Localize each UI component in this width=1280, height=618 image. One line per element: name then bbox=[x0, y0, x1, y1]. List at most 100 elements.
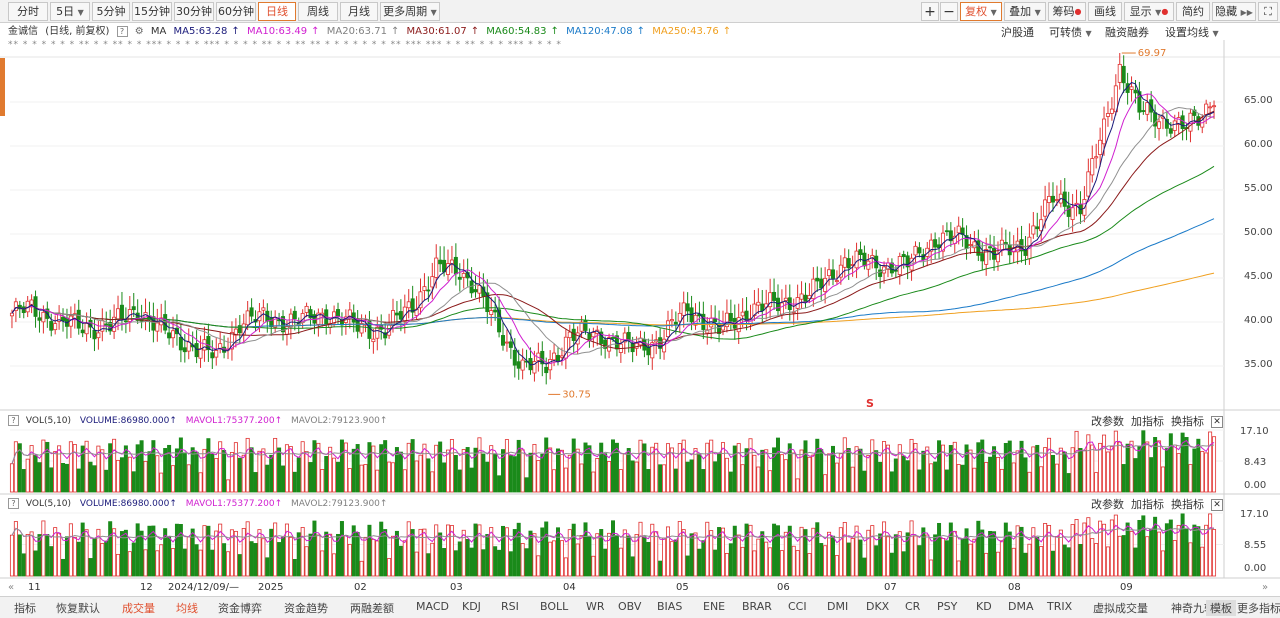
adjust-price-dropdown[interactable]: 复权 ▼ bbox=[960, 2, 1002, 21]
display-dropdown[interactable]: 显示 ▼● bbox=[1124, 2, 1174, 21]
indicator-tab[interactable]: 资金博弈 bbox=[218, 602, 262, 615]
indicator-tab[interactable]: 成交量 bbox=[122, 602, 155, 615]
indicator-tab[interactable]: DMI bbox=[827, 600, 849, 613]
draw-line-button[interactable]: 画线 bbox=[1088, 2, 1122, 21]
link-margin[interactable]: 融资融券 bbox=[1105, 26, 1149, 39]
volume-bar bbox=[536, 555, 541, 577]
indicator-tab[interactable]: KD bbox=[976, 600, 992, 613]
candle-body bbox=[218, 343, 223, 349]
indicator-tab[interactable]: BOLL bbox=[540, 600, 569, 613]
indicator-tab[interactable]: 均线 bbox=[176, 602, 198, 615]
simple-mode-button[interactable]: 简约 bbox=[1176, 2, 1210, 21]
volume-bar bbox=[713, 461, 718, 493]
volume-bar bbox=[638, 439, 643, 493]
volume-bar bbox=[1176, 524, 1181, 577]
volume-bar bbox=[988, 530, 993, 577]
zoom-out-button[interactable]: − bbox=[940, 2, 958, 21]
volume-bar bbox=[351, 525, 356, 577]
indicator-tab[interactable]: BIAS bbox=[657, 600, 683, 613]
volume-bar bbox=[371, 445, 376, 493]
volume-bar bbox=[1125, 522, 1130, 577]
link-convertible[interactable]: 可转债 ▼ bbox=[1049, 24, 1092, 40]
indicator-tab[interactable]: 恢复默认 bbox=[56, 602, 100, 615]
volume-bar bbox=[917, 545, 922, 577]
vol1-axis-mid: 8.43 bbox=[1244, 457, 1267, 468]
volume-bar bbox=[689, 459, 694, 493]
chevron-down-icon: ▼ bbox=[77, 8, 84, 17]
indicator-tab[interactable]: MACD bbox=[416, 600, 449, 613]
volume-bar bbox=[442, 548, 447, 577]
link-set-ma[interactable]: 设置均线 ▼ bbox=[1165, 24, 1219, 40]
close-panel-button[interactable]: ✕ bbox=[1211, 414, 1223, 428]
volume-bar bbox=[1160, 550, 1165, 577]
volume-bar bbox=[1082, 522, 1087, 577]
volume-bar bbox=[874, 545, 879, 577]
volume-bar bbox=[171, 465, 176, 493]
indicator-tab[interactable]: TRIX bbox=[1047, 600, 1073, 613]
indicator-tab[interactable]: 两融差额 bbox=[350, 602, 394, 615]
volume-bar bbox=[992, 531, 997, 577]
period-tab-60min[interactable]: 60分钟 bbox=[216, 2, 256, 21]
help-icon[interactable]: ? bbox=[116, 26, 128, 37]
price-tick: 45.00 bbox=[1244, 271, 1273, 282]
indicator-tab[interactable]: RSI bbox=[501, 600, 519, 613]
add-indicator-link[interactable]: 加指标 bbox=[1131, 498, 1164, 511]
link-hk-connect[interactable]: 沪股通 bbox=[1001, 26, 1034, 39]
period-tab-15min[interactable]: 15分钟 bbox=[132, 2, 172, 21]
indicator-tab[interactable]: CCI bbox=[788, 600, 807, 613]
volume-bar bbox=[1102, 523, 1107, 577]
scroll-right-icon[interactable]: » bbox=[1262, 582, 1269, 593]
overlay-label: 叠加 bbox=[1009, 5, 1032, 18]
indicator-tab[interactable]: 更多指标 bbox=[1237, 602, 1280, 615]
indicator-tab[interactable]: 资金趋势 bbox=[284, 602, 328, 615]
more-periods-dropdown[interactable]: 更多周期 ▼ bbox=[380, 2, 440, 21]
volume-bar bbox=[1054, 536, 1059, 577]
indicator-tab[interactable]: 神奇九转 bbox=[1171, 602, 1215, 615]
volume-bar bbox=[1102, 434, 1107, 493]
period-tab-daily[interactable]: 日线 bbox=[258, 2, 296, 21]
indicator-tab[interactable]: ENE bbox=[703, 600, 726, 613]
indicator-tab[interactable]: 模板 bbox=[1206, 600, 1236, 616]
period-tab-monthly[interactable]: 月线 bbox=[340, 2, 378, 21]
help-icon[interactable]: ? bbox=[8, 498, 19, 509]
fullscreen-button[interactable]: ⛶ bbox=[1258, 2, 1278, 21]
close-panel-button[interactable]: ✕ bbox=[1211, 497, 1223, 511]
indicator-tab[interactable]: CR bbox=[905, 600, 921, 613]
overlay-dropdown[interactable]: 叠加 ▼ bbox=[1004, 2, 1046, 21]
zoom-in-button[interactable]: + bbox=[921, 2, 939, 21]
indicator-tab[interactable]: PSY bbox=[937, 600, 958, 613]
indicator-tab[interactable]: BRAR bbox=[742, 600, 772, 613]
help-icon[interactable]: ? bbox=[8, 415, 19, 426]
volume-bar bbox=[673, 539, 678, 577]
period-tab-5day[interactable]: 5日 ▼ bbox=[50, 2, 90, 21]
volume-bar bbox=[174, 448, 179, 493]
indicator-tab[interactable]: 指标 bbox=[14, 602, 36, 615]
switch-indicator-link[interactable]: 换指标 bbox=[1171, 415, 1204, 428]
volume-bar bbox=[713, 549, 718, 577]
indicator-tab[interactable]: WR bbox=[586, 600, 605, 613]
settings-icon[interactable]: ⚙ bbox=[134, 26, 144, 37]
indicator-tab[interactable]: DKX bbox=[866, 600, 890, 613]
candle-body bbox=[819, 278, 824, 289]
add-indicator-link[interactable]: 加指标 bbox=[1131, 415, 1164, 428]
arrow-up-icon: ↑ bbox=[470, 26, 480, 37]
hide-button[interactable]: 隐藏 ▶▶ bbox=[1212, 2, 1256, 21]
change-params-link[interactable]: 改参数 bbox=[1091, 415, 1124, 428]
chart-canvas[interactable]: 69.97 30.75 S bbox=[0, 0, 1280, 596]
indicator-tab[interactable]: 虚拟成交量 bbox=[1093, 602, 1148, 615]
chips-button[interactable]: 筹码● bbox=[1048, 2, 1086, 21]
volume-bar bbox=[269, 528, 274, 577]
period-tab-intraday[interactable]: 分时 bbox=[8, 2, 48, 21]
scroll-left-icon[interactable]: « bbox=[8, 582, 15, 593]
switch-indicator-link[interactable]: 换指标 bbox=[1171, 498, 1204, 511]
period-tab-30min[interactable]: 30分钟 bbox=[174, 2, 214, 21]
period-tab-5min[interactable]: 5分钟 bbox=[92, 2, 130, 21]
indicator-tab[interactable]: OBV bbox=[618, 600, 642, 613]
change-params-link[interactable]: 改参数 bbox=[1091, 498, 1124, 511]
period-tab-weekly[interactable]: 周线 bbox=[298, 2, 338, 21]
candle-body bbox=[1043, 199, 1048, 217]
indicator-tab[interactable]: DMA bbox=[1008, 600, 1034, 613]
volume-bar bbox=[980, 529, 985, 577]
indicator-tab[interactable]: KDJ bbox=[462, 600, 481, 613]
volume-bar bbox=[520, 543, 525, 577]
